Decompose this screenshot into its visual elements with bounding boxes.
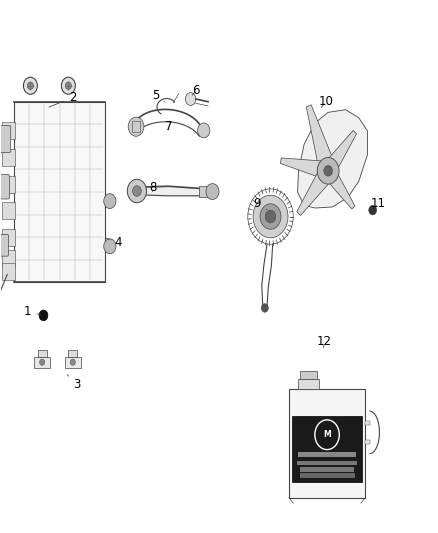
Circle shape: [23, 77, 37, 94]
Bar: [68, 351, 77, 357]
Circle shape: [70, 359, 75, 366]
Bar: [34, 357, 50, 368]
Bar: [298, 452, 356, 457]
Circle shape: [128, 117, 144, 136]
Circle shape: [61, 77, 75, 94]
FancyBboxPatch shape: [0, 174, 10, 199]
Bar: [2, 250, 14, 267]
Text: 2: 2: [49, 91, 77, 107]
Bar: [132, 122, 141, 132]
Circle shape: [206, 183, 219, 199]
Bar: [292, 416, 362, 482]
Bar: [2, 123, 14, 140]
Circle shape: [185, 93, 196, 106]
Circle shape: [261, 304, 268, 312]
FancyBboxPatch shape: [0, 125, 11, 152]
Circle shape: [260, 204, 281, 229]
Text: 9: 9: [254, 197, 267, 211]
Circle shape: [253, 195, 288, 238]
Text: M: M: [323, 430, 331, 439]
Text: 10: 10: [318, 95, 333, 108]
Text: 3: 3: [67, 375, 81, 391]
Bar: [300, 371, 317, 379]
Text: 5: 5: [152, 89, 165, 102]
Circle shape: [104, 239, 116, 254]
Circle shape: [39, 310, 48, 321]
Polygon shape: [297, 164, 334, 215]
Bar: [365, 421, 370, 425]
Circle shape: [369, 205, 377, 215]
Bar: [300, 473, 355, 478]
Circle shape: [198, 123, 210, 138]
Polygon shape: [323, 131, 357, 176]
Bar: [38, 351, 46, 357]
Circle shape: [104, 193, 116, 208]
FancyBboxPatch shape: [0, 235, 9, 256]
Circle shape: [65, 82, 71, 90]
Text: 8: 8: [149, 181, 156, 195]
Circle shape: [127, 179, 147, 203]
Bar: [365, 440, 370, 444]
Bar: [2, 149, 14, 166]
Circle shape: [265, 210, 276, 223]
Text: 4: 4: [106, 236, 122, 249]
Text: 1: 1: [24, 305, 41, 318]
Bar: [297, 379, 319, 389]
Circle shape: [317, 158, 339, 184]
Polygon shape: [323, 166, 355, 209]
Text: 11: 11: [371, 197, 386, 211]
Text: 6: 6: [192, 84, 200, 96]
Polygon shape: [280, 158, 329, 180]
Circle shape: [39, 359, 45, 366]
Bar: [2, 202, 14, 219]
Circle shape: [27, 82, 33, 90]
Polygon shape: [306, 105, 336, 174]
Circle shape: [315, 420, 339, 450]
Bar: [14, 102, 106, 282]
Circle shape: [324, 165, 332, 176]
Bar: [300, 467, 354, 472]
Bar: [2, 263, 14, 280]
Bar: [199, 186, 212, 197]
Text: 12: 12: [316, 335, 331, 349]
Bar: [289, 389, 365, 498]
Bar: [297, 461, 357, 465]
Text: 7: 7: [165, 119, 173, 133]
Bar: [2, 175, 14, 192]
Bar: [2, 229, 14, 246]
Bar: [65, 357, 81, 368]
Circle shape: [133, 185, 141, 196]
Polygon shape: [297, 110, 367, 208]
